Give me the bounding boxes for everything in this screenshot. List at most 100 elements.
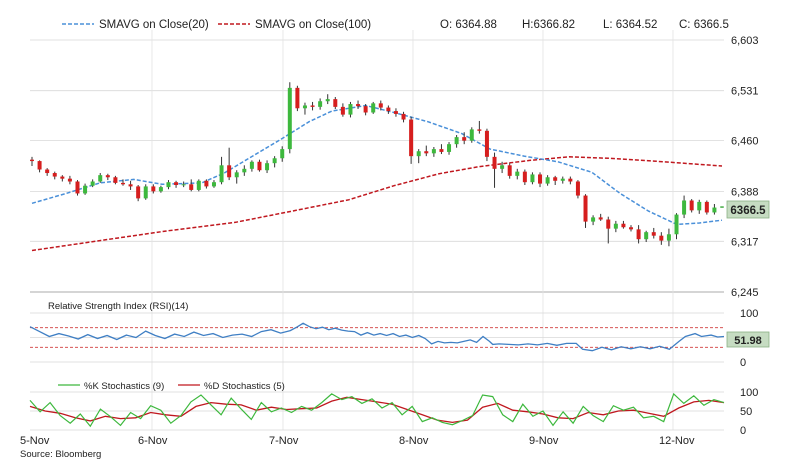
candle-body <box>227 165 232 178</box>
sma20-line <box>31 104 723 226</box>
x-axis-ticks: 5-Nov 6-Nov 7-Nov 8-Nov 9-Nov 12-Nov <box>20 435 695 447</box>
candle-body <box>151 186 156 192</box>
candle-body <box>37 161 42 170</box>
candle-body <box>613 223 618 229</box>
candle-body <box>166 182 171 188</box>
candle-body <box>75 181 80 194</box>
rsi-last-box <box>726 331 770 348</box>
price-y-ticks: 6,603 6,531 6,460 6,388 6,317 6,245 <box>731 35 759 299</box>
candle-body <box>105 175 110 178</box>
legend-sma100-label: SMAVG on Close(100) <box>255 19 371 31</box>
candle-body <box>560 178 565 181</box>
candle-body <box>651 232 656 236</box>
candle-body <box>348 104 353 115</box>
candle-body <box>500 165 505 169</box>
candle-body <box>469 129 474 141</box>
ohlc-high: H:6366.82 <box>522 19 575 31</box>
candle-body <box>83 185 88 194</box>
candle-body <box>462 137 467 141</box>
candle-body <box>591 217 596 222</box>
last-price-tag: 6366.5 <box>726 200 770 219</box>
x-tick-label: 12-Nov <box>659 435 695 447</box>
candle-body <box>659 235 664 241</box>
ohlc-low: L: 6364.52 <box>603 19 657 31</box>
x-tick-label: 6-Nov <box>138 435 168 447</box>
candle-body <box>219 165 224 183</box>
candle-body <box>621 223 626 228</box>
x-tick-label: 7-Nov <box>269 435 299 447</box>
candle-body <box>356 104 361 107</box>
candle-body <box>666 234 671 241</box>
candle-body <box>538 174 543 184</box>
candle-body <box>644 232 649 240</box>
candle-body <box>439 149 444 152</box>
candle-body <box>189 184 194 190</box>
source-note: Source: Bloomberg <box>20 449 101 460</box>
candle-body <box>431 149 436 154</box>
stoch-tick-label: 100 <box>740 387 758 399</box>
candle-body <box>113 177 118 183</box>
stoch-tick-label: 50 <box>740 406 752 418</box>
stoch-panel: %K Stochastics (9) %D Stochastics (5) 10… <box>29 381 758 437</box>
last-price-value: 6366.5 <box>730 205 766 217</box>
rsi-title: Relative Strength Index (RSI)(14) <box>48 301 188 312</box>
candle-body <box>583 195 588 222</box>
candle-body <box>120 182 125 185</box>
candle-body <box>522 171 527 183</box>
rsi-line <box>29 322 725 352</box>
price-tick-label: 6,531 <box>731 86 759 98</box>
candle-body <box>67 178 72 182</box>
price-panel: 6,603 6,531 6,460 6,388 6,317 6,245 <box>30 35 759 299</box>
candle-body <box>333 99 338 107</box>
candle-body <box>265 163 270 171</box>
candle-body <box>310 105 315 107</box>
chart-grid <box>30 30 724 431</box>
price-tick-label: 6,603 <box>731 35 759 47</box>
candle-body <box>280 149 285 159</box>
candle-body <box>575 181 580 196</box>
price-tick-label: 6,245 <box>731 287 759 299</box>
x-tick-label: 9-Nov <box>529 435 559 447</box>
candle-body <box>704 201 709 213</box>
candle-body <box>181 184 186 186</box>
candle-body <box>454 137 459 145</box>
sma100-line <box>31 156 723 252</box>
stoch-k-line <box>29 392 725 428</box>
x-tick-label: 5-Nov <box>20 435 50 447</box>
candle-body <box>158 187 163 192</box>
rsi-last-value: 51.98 <box>734 335 762 347</box>
candle-body <box>515 171 520 176</box>
rsi-tick-label: 100 <box>740 308 758 320</box>
candle-body <box>386 107 391 112</box>
candle-body <box>530 174 535 183</box>
candle-body <box>204 180 209 187</box>
candle-body <box>477 129 482 131</box>
candle-body <box>409 119 414 157</box>
candle-body <box>90 181 95 186</box>
price-tick-label: 6,317 <box>731 236 759 248</box>
candle-body <box>371 103 376 113</box>
candle-body <box>242 168 247 173</box>
candle-body <box>143 186 148 199</box>
candle-body <box>45 169 50 174</box>
sma20-series <box>31 104 723 226</box>
candle-body <box>447 144 452 152</box>
candle-body <box>340 106 345 115</box>
candle-body <box>674 214 679 235</box>
price-tick-label: 6,388 <box>731 186 759 198</box>
candle-body <box>568 178 573 182</box>
candle-body <box>325 99 330 102</box>
ohlc-open: O: 6364.88 <box>440 19 497 31</box>
candle-body <box>689 200 694 211</box>
candle-body <box>211 182 216 187</box>
legend-sma20-label: SMAVG on Close(20) <box>99 19 209 31</box>
ohlc-close: C: 6366.5 <box>679 19 729 31</box>
sma100-series <box>31 156 723 252</box>
candle-body <box>606 219 611 229</box>
candle-body <box>234 172 239 178</box>
rsi-tick-label: 0 <box>740 357 746 369</box>
legend-d-label: %D Stochastics (5) <box>204 381 285 392</box>
candle-body <box>720 206 724 208</box>
candle-body <box>302 105 307 109</box>
